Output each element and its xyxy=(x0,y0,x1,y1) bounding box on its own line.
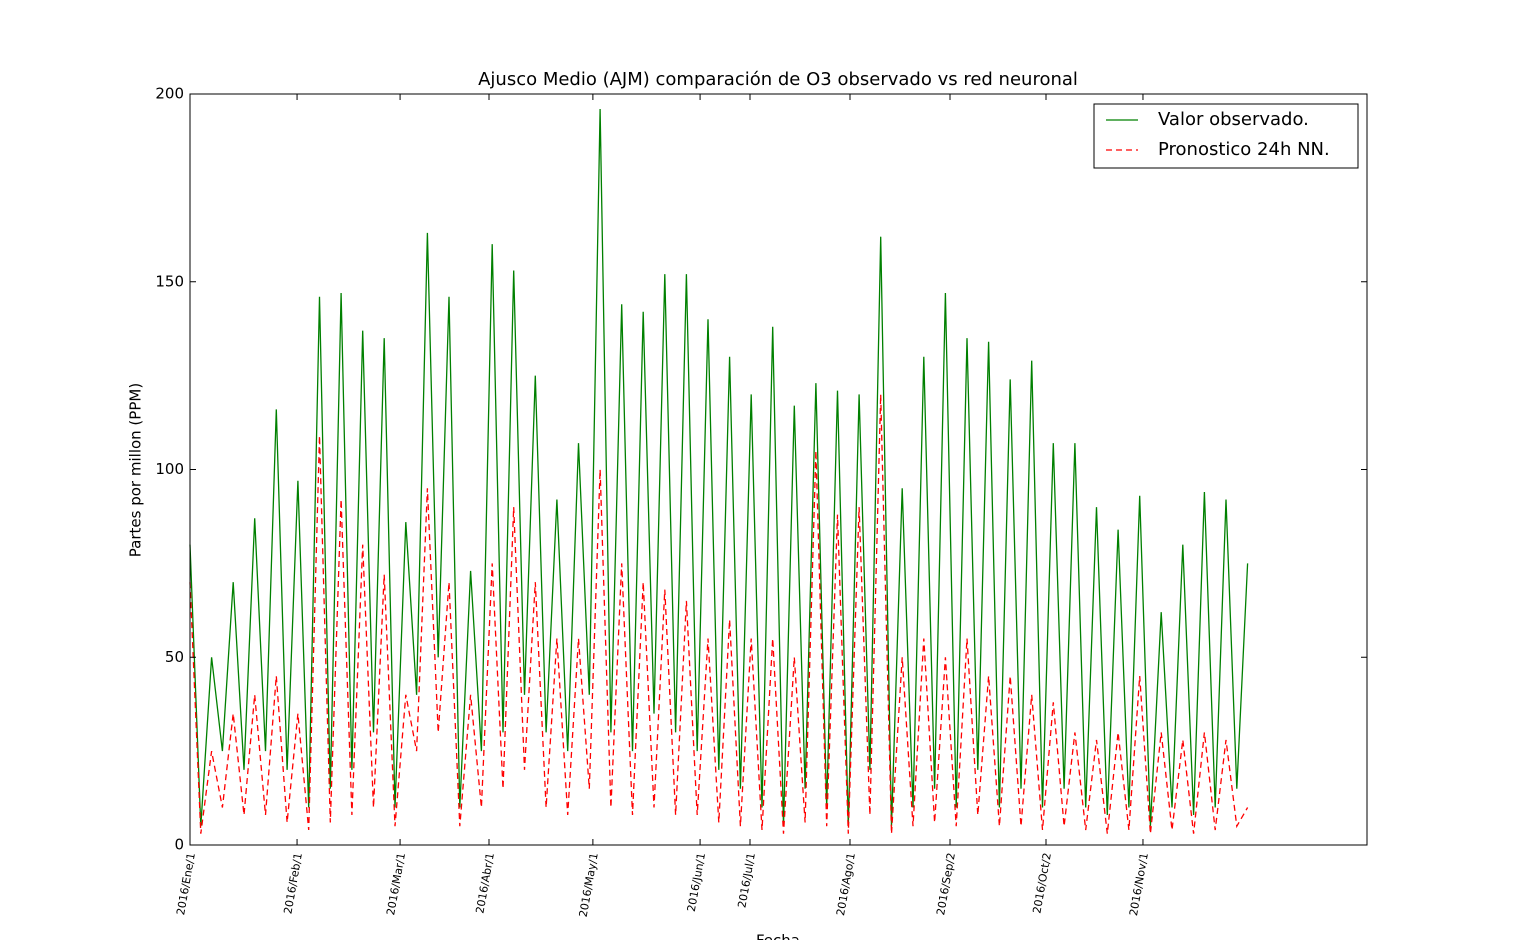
data-line xyxy=(189,108,1249,827)
chart-title: Ajusco Medio (AJM) comparación de O3 obs… xyxy=(478,69,1078,90)
legend-box xyxy=(1093,103,1359,169)
x-tick-label: 2016/Nov/1 xyxy=(1127,852,1151,917)
y-axis-label: Partes por millon (PPM) xyxy=(127,383,145,557)
x-tick-label: 2016/Mar/1 xyxy=(384,852,408,916)
x-axis-label: Fecha xyxy=(756,932,800,940)
y-tick-label: 150 xyxy=(155,272,184,290)
y-tick-label: 50 xyxy=(165,648,184,666)
x-tick-label: 2016/Feb/1 xyxy=(281,852,305,915)
x-tick-label: 2016/Abr/1 xyxy=(473,852,496,915)
x-tick-label: 2016/Ago/1 xyxy=(834,852,858,917)
data-line xyxy=(189,394,1249,834)
x-tick-label: 2016/May/1 xyxy=(577,852,601,918)
x-tick-label: 2016/Jun/1 xyxy=(685,852,708,913)
y-tick-label: 200 xyxy=(155,85,184,103)
legend-label: Pronostico 24h NN. xyxy=(1158,139,1330,160)
x-tick-label: 2016/Oct/2 xyxy=(1030,852,1053,915)
x-tick-label: 2016/Jul/1 xyxy=(735,852,757,909)
legend-label: Valor observado. xyxy=(1158,109,1309,130)
x-tick-label: 2016/Ene/1 xyxy=(174,852,198,916)
y-tick-label: 100 xyxy=(155,460,184,478)
y-tick-label: 0 xyxy=(174,836,184,854)
x-tick-label: 2016/Sep/2 xyxy=(934,852,958,916)
